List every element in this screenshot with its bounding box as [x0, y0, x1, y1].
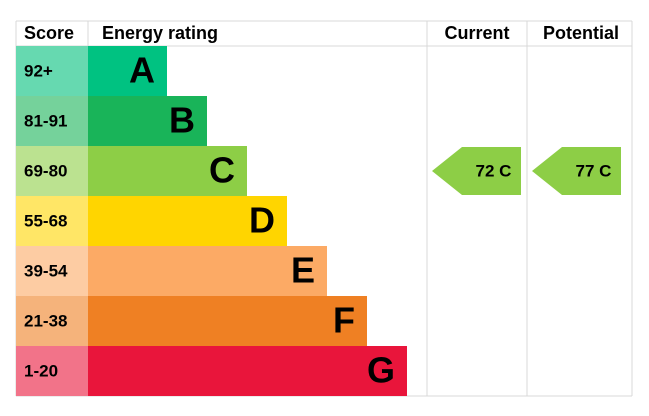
rating-letter: G: [367, 350, 395, 391]
current-arrow: [432, 147, 521, 195]
rating-letter: F: [333, 300, 355, 341]
score-cell: [16, 346, 88, 396]
rating-bar: [88, 146, 247, 196]
rating-letter: C: [209, 150, 235, 191]
potential-arrow: [532, 147, 621, 195]
score-label: 21-38: [24, 311, 67, 330]
score-cell: [16, 46, 88, 96]
rating-bar: [88, 196, 287, 246]
header-energy-rating: Energy rating: [102, 23, 218, 43]
potential-label: 77 C: [576, 161, 612, 180]
rating-letter: A: [129, 50, 155, 91]
header-potential: Potential: [543, 23, 619, 43]
score-label: 1-20: [24, 361, 58, 380]
rating-bar: [88, 296, 367, 346]
score-cell: [16, 96, 88, 146]
score-cell: [16, 196, 88, 246]
rating-letter: B: [169, 100, 195, 141]
score-label: 55-68: [24, 211, 67, 230]
rating-letter: D: [249, 200, 275, 241]
rating-bar: [88, 96, 207, 146]
score-label: 39-54: [24, 261, 68, 280]
rating-letter: E: [291, 250, 315, 291]
score-cell: [16, 246, 88, 296]
score-cell: [16, 296, 88, 346]
score-label: 81-91: [24, 111, 67, 130]
rating-bar: [88, 46, 167, 96]
current-label: 72 C: [476, 161, 512, 180]
score-label: 69-80: [24, 161, 67, 180]
header-score: Score: [24, 23, 74, 43]
score-cell: [16, 146, 88, 196]
rating-bar: [88, 346, 407, 396]
header-current: Current: [444, 23, 509, 43]
score-label: 92+: [24, 61, 53, 80]
rating-bar: [88, 246, 327, 296]
